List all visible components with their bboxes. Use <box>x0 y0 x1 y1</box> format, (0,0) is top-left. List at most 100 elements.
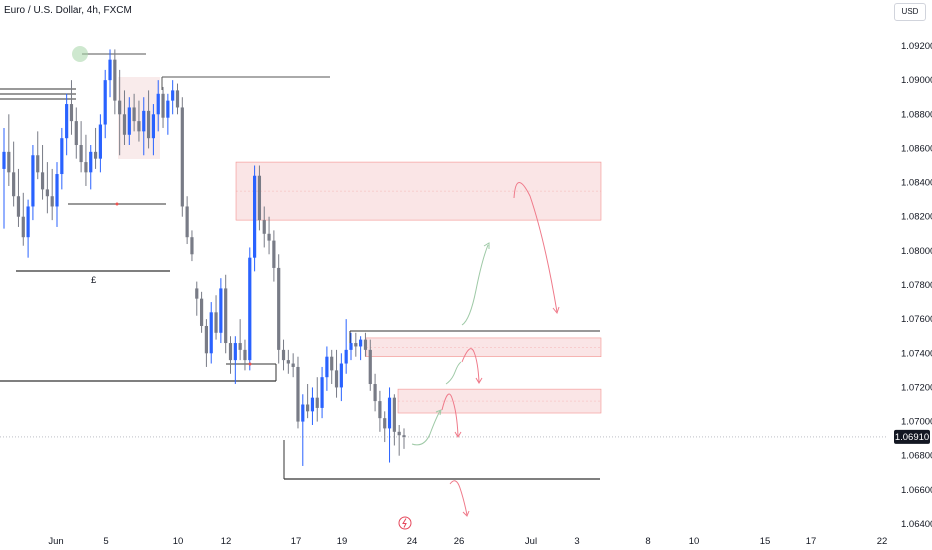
y-tick-label: 1.07600 <box>901 314 932 325</box>
y-tick-label: 1.08000 <box>901 246 932 257</box>
supply-zone <box>397 388 602 414</box>
candle <box>339 353 343 402</box>
green-arrow-3 <box>411 410 441 446</box>
x-tick-label: 12 <box>221 536 232 547</box>
candle <box>79 121 83 173</box>
candle <box>118 69 122 156</box>
red-arrow-1-head <box>552 306 560 315</box>
level-dot-1 <box>115 202 119 206</box>
candle <box>368 339 372 391</box>
candle <box>180 97 184 217</box>
green-arrow-1 <box>461 244 489 326</box>
y-tick-label: 1.06600 <box>901 485 932 496</box>
currency-selector[interactable]: USD <box>894 3 926 21</box>
price-axis[interactable]: 1.09200 1.09000 1.08800 1.08600 1.08400 1.082… <box>901 41 932 530</box>
green-arrow-3-head <box>435 409 442 416</box>
candle <box>93 127 98 169</box>
symbol-title: Euro / U.S. Dollar, 4h, FXCM <box>4 5 132 16</box>
level-dot-2 <box>248 362 252 366</box>
candle <box>185 196 189 245</box>
candle <box>238 319 242 361</box>
y-tick-label: 1.06800 <box>901 451 932 462</box>
red-arrow-3 <box>441 393 459 437</box>
y-tick-label: 1.09000 <box>901 75 932 86</box>
x-tick-label: Jul <box>525 536 537 547</box>
candle <box>171 80 175 115</box>
y-tick-label: 1.09200 <box>901 41 932 52</box>
candle <box>373 373 377 412</box>
current-price-text: 1.06910 <box>895 432 929 443</box>
candle <box>40 145 45 200</box>
x-tick-label: 22 <box>877 536 888 547</box>
candle <box>359 336 363 361</box>
candle <box>190 230 194 262</box>
candle <box>272 230 276 282</box>
candle <box>354 332 358 357</box>
green-arrow-2 <box>445 361 462 385</box>
candles <box>2 49 406 466</box>
candle <box>325 346 329 391</box>
x-tick-label: 19 <box>337 536 348 547</box>
candle <box>243 339 247 371</box>
candle <box>103 69 107 139</box>
red-arrow-3-head <box>454 431 462 438</box>
candle <box>378 390 382 432</box>
candle <box>233 336 237 385</box>
candle <box>45 162 49 214</box>
candle <box>204 319 209 367</box>
candle <box>301 394 305 466</box>
candle <box>60 127 64 190</box>
y-tick-label: 1.08200 <box>901 212 932 223</box>
candle <box>16 168 21 227</box>
candle <box>69 80 74 135</box>
candle <box>248 247 252 371</box>
candle <box>349 332 353 361</box>
candle <box>344 319 348 374</box>
high-marker <box>72 46 88 62</box>
candle <box>392 394 396 446</box>
x-tick-label: 3 <box>574 536 579 547</box>
x-tick-label: 10 <box>173 536 184 547</box>
x-tick-label: 8 <box>645 536 650 547</box>
candle <box>122 90 127 146</box>
candle <box>132 93 136 132</box>
candle <box>137 100 141 142</box>
candle <box>146 90 151 149</box>
events-lightning-icon[interactable] <box>398 516 412 530</box>
x-tick-label: 26 <box>454 536 465 547</box>
time-axis[interactable]: Jun 5 10 12 17 19 24 26 Jul 3 8 10 15 17 22 <box>48 536 887 547</box>
candle <box>315 377 319 422</box>
candle <box>199 291 204 333</box>
candle <box>2 127 6 229</box>
candle <box>281 339 286 371</box>
candle <box>296 356 300 429</box>
candle <box>320 366 324 419</box>
candle <box>31 145 35 221</box>
candle <box>291 353 295 378</box>
candle <box>267 216 271 255</box>
candle <box>175 83 180 115</box>
y-tick-label: 1.08800 <box>901 109 932 120</box>
candle <box>26 199 30 258</box>
y-tick-label: 1.07000 <box>901 417 932 428</box>
level-label-pound: £ <box>91 275 97 286</box>
current-price-badge: 1.06910 <box>894 429 930 444</box>
candle <box>397 424 401 456</box>
x-tick-label: 17 <box>806 536 817 547</box>
candle <box>228 336 233 374</box>
candle <box>161 86 165 128</box>
candle <box>253 165 257 272</box>
candle <box>277 254 281 364</box>
y-tick-label: 1.08400 <box>901 178 932 189</box>
y-tick-label: 1.08600 <box>901 143 932 154</box>
candle <box>209 302 213 364</box>
y-tick-label: 1.06400 <box>901 519 932 530</box>
y-tick-label: 1.07400 <box>901 348 932 359</box>
candle <box>151 104 155 156</box>
candle <box>214 295 218 340</box>
candle <box>7 114 11 186</box>
candle <box>334 349 339 398</box>
candle <box>262 206 266 248</box>
candle <box>402 428 406 449</box>
